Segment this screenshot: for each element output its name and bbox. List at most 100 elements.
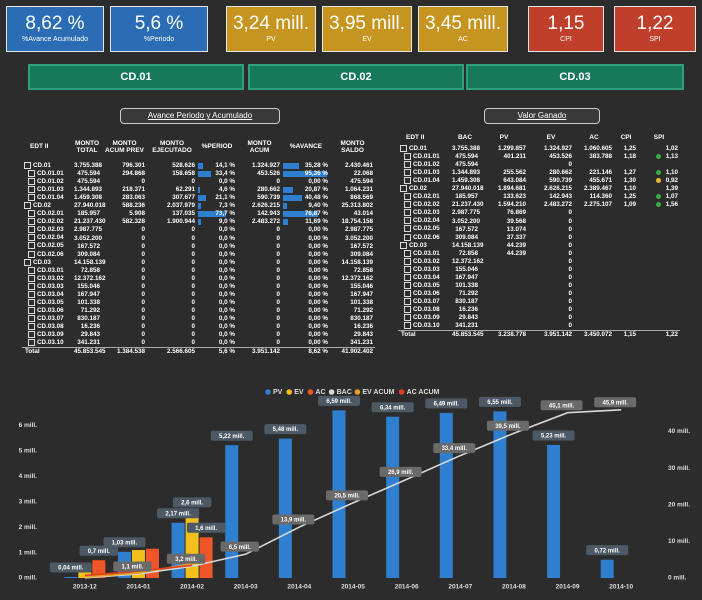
cell-text: 167.947 (77, 290, 100, 298)
cell (480, 290, 528, 298)
table-title[interactable]: Avance Periodo y Acumulado (120, 108, 280, 124)
bar (386, 416, 400, 578)
cell-text: 3.238.778 (497, 331, 526, 339)
cell: 12.372.162 (72, 275, 106, 283)
cell: 0 (147, 323, 197, 331)
cell: 72.858 (72, 267, 102, 275)
row-label: CD.03.10 (37, 339, 64, 347)
data-bar (198, 187, 200, 194)
cell-text: 12.372.162 (452, 257, 484, 265)
cell-text: 2.037.979 (166, 202, 195, 210)
cell: 45.853.545 (72, 347, 106, 356)
cell-text: 27.940.018 (74, 202, 106, 210)
cell (638, 217, 680, 225)
cell-text: 2.987.775 (344, 226, 373, 234)
value-label-box (113, 561, 152, 572)
row-label: CD.03.06 (37, 307, 64, 315)
cell: 0 (102, 323, 147, 331)
cell: 0,00 % (282, 299, 330, 307)
row-label: CD.01.02 (413, 161, 440, 169)
cell-text: 0 (191, 323, 195, 331)
header-cell: EDT II (406, 133, 425, 141)
cell-text: 43.014 (353, 210, 373, 218)
kpi-value: 5,6 % (134, 13, 184, 34)
cell: 158.658 (147, 170, 197, 178)
cell (638, 266, 680, 274)
cell-text: 0,00 % (308, 314, 328, 322)
cell-text: 0,00 % (308, 339, 328, 347)
cell (614, 209, 638, 217)
row: CD.02.02 21.237.430 1.594.210 2.483.272 2.27… (398, 201, 680, 209)
cell: 294.868 (102, 170, 147, 178)
cell: 0 (237, 259, 282, 267)
value-label: 6,5 mill. (229, 545, 251, 551)
cell: 72.858 (330, 267, 375, 275)
legend-swatch (328, 389, 335, 395)
header-cell: EV (546, 133, 556, 141)
cell (638, 161, 680, 169)
cell: 0 (528, 258, 574, 266)
cell-text: 0 (141, 234, 145, 242)
cell: 76,87 % (282, 210, 330, 218)
cell (614, 290, 638, 298)
table-title[interactable]: Valor Ganado (484, 108, 600, 124)
cell (574, 161, 614, 169)
cell: 167.572 (330, 242, 375, 250)
cell-text: 71.292 (80, 306, 100, 314)
cell: 2.483.272 (237, 218, 282, 226)
cell-text: 0 (141, 339, 145, 347)
tab-button[interactable]: CD.01 (28, 64, 244, 90)
cell: 475.594 (72, 170, 102, 178)
cell: CD.03.05 (22, 298, 72, 307)
header-cell: MONTO SALDO (340, 139, 365, 155)
cell-text: 8,62 % (308, 348, 328, 356)
tab-button[interactable]: CD.02 (248, 64, 464, 90)
value-label: 6,34 mill. (380, 405, 406, 411)
value-label: 0,04 mill. (58, 566, 84, 572)
cell: 218.371 (102, 186, 147, 194)
y2-tick-label: 10 mill. (668, 538, 690, 545)
cell: 155.046 (72, 283, 102, 291)
cell-text: 0,0 % (218, 314, 235, 322)
kpi-value: 1,22 (636, 13, 674, 34)
cell: 0,00 % (282, 226, 330, 234)
expander (404, 153, 411, 161)
cell-text: 0 (568, 289, 572, 297)
cell: 0 (147, 299, 197, 307)
cell-text: 185.957 (77, 210, 100, 218)
cell (638, 250, 680, 258)
cell: 137.035 (147, 210, 197, 218)
value-label: 2,6 mill. (181, 500, 203, 506)
cell: 1,30 (614, 177, 638, 185)
row-label: CD.03.08 (413, 306, 440, 314)
cell (480, 298, 528, 306)
cell-text: 0 (568, 249, 572, 257)
tab-button[interactable]: CD.03 (466, 64, 684, 90)
row-label: CD.01 (33, 162, 51, 170)
cell-text: 0 (141, 242, 145, 250)
row: CD.01.03 1.344.893 218.371 62.291 4,6 % 280.6… (22, 186, 375, 194)
cell-text: 20,87 % (304, 186, 328, 194)
row-label: CD.03.08 (37, 323, 64, 331)
value-label-box (220, 541, 259, 552)
row: CD.02.06 309.084 37.337 0 (398, 233, 680, 242)
cell: 16.236 (450, 306, 480, 314)
cell-text: 0 (191, 178, 195, 186)
row: CD.01.04 1.459.308 283.063 307.677 21,1 % 590… (22, 194, 375, 202)
cell: CD.01.02 (398, 161, 450, 169)
legend-label: BAC (337, 389, 352, 396)
cell-text: 3.951.142 (543, 331, 572, 339)
cell-text: 14.158.139 (341, 258, 373, 266)
cell: 11,69 % (282, 218, 330, 226)
cell (614, 314, 638, 322)
cell-text: 0 (568, 314, 572, 322)
cell: 44.239 (480, 242, 528, 250)
cell-text: 14.158.139 (452, 241, 484, 249)
cell: 7,3 % (197, 202, 237, 210)
value-label: 1,03 mill. (112, 540, 138, 546)
cell: 341.231 (72, 339, 102, 348)
cell (574, 250, 614, 258)
cell: 0 (237, 178, 282, 186)
cell: CD.03.09 (398, 313, 450, 322)
header-cell: AC (589, 133, 599, 141)
